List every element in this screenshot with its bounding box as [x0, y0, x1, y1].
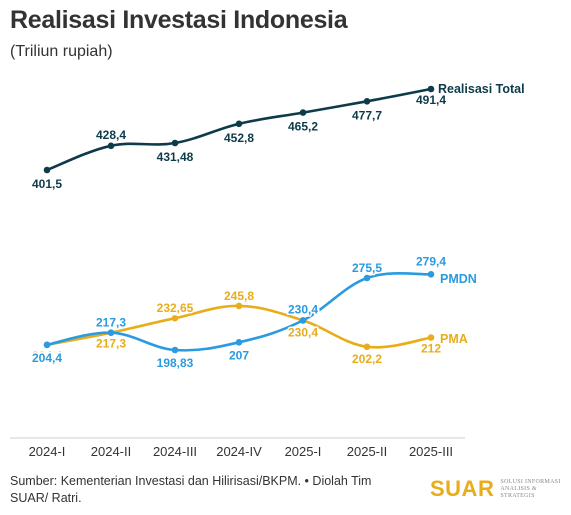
series-name-total: Realisasi Total: [438, 82, 525, 96]
data-point-pma: [427, 334, 435, 341]
data-label-total: 465,2: [288, 120, 318, 134]
data-label-pmdn: 198,83: [157, 356, 194, 370]
x-tick-label: 2024-III: [153, 444, 197, 459]
data-label-total: 477,7: [352, 108, 382, 122]
data-point-pmdn: [427, 271, 435, 278]
data-point-total: [171, 139, 179, 147]
data-point-pmdn: [43, 341, 51, 349]
data-label-total: 401,5: [32, 177, 62, 191]
data-point-total: [235, 120, 243, 128]
data-label-pma: 245,8: [224, 289, 254, 303]
x-tick-label: 2025-I: [285, 444, 322, 459]
x-tick-label: 2025-III: [409, 444, 453, 459]
logo-tagline: SOLUSI INFORMASI ANALISIS & STRATEGIS: [500, 478, 561, 499]
data-label-pmdn: 217,3: [96, 316, 126, 330]
series-name-pma: PMA: [440, 332, 468, 346]
data-point-pmdn: [235, 339, 243, 346]
line-chart: 2024-I 2024-II 2024-III 2024-IV 2025-I 2025-I…: [10, 82, 525, 459]
data-point-pmdn: [363, 274, 371, 282]
series-name-pmdn: PMDN: [440, 272, 477, 286]
data-point-total: [363, 98, 371, 105]
data-label-pma: 202,2: [352, 352, 382, 366]
x-tick-label: 2024-II: [91, 444, 131, 459]
data-label-pmdn: 279,4: [416, 254, 446, 268]
data-point-total: [299, 109, 307, 116]
chart-title: Realisasi Investasi Indonesia: [10, 6, 348, 34]
data-point-pma: [235, 302, 243, 310]
data-label-total: 428,4: [96, 128, 126, 142]
chart-subtitle: (Triliun rupiah): [10, 43, 113, 60]
data-point-total: [107, 142, 115, 150]
data-point-pmdn: [299, 317, 307, 324]
data-label-pma: 230,4: [288, 325, 318, 339]
data-label-pmdn: 204,4: [32, 351, 62, 365]
data-point-pmdn: [171, 346, 179, 354]
data-label-pma: 217,3: [96, 337, 126, 351]
data-label-pmdn: 275,5: [352, 261, 382, 275]
data-label-total: 491,4: [416, 93, 446, 107]
data-label-pma: 204,4: [32, 349, 62, 363]
data-label-pmdn: 230,4: [288, 302, 318, 316]
x-tick-label: 2024-IV: [216, 444, 262, 459]
data-label-pma: 212: [421, 342, 441, 356]
data-point-pma: [171, 314, 179, 322]
data-label-total: 431,48: [157, 150, 194, 164]
data-point-total: [43, 166, 51, 174]
logo-wordmark: SUAR: [430, 476, 495, 501]
x-tick-label: 2024-I: [29, 444, 66, 459]
data-point-pmdn: [107, 329, 115, 337]
suar-logo: SUAR SOLUSI INFORMASI ANALISIS & STRATEG…: [430, 476, 566, 502]
data-label-pma: 232,65: [157, 301, 194, 315]
data-point-pma: [363, 343, 371, 351]
x-tick-label: 2025-II: [347, 444, 387, 459]
data-label-pmdn: 207: [229, 348, 249, 362]
source-note: Sumber: Kementerian Investasi dan Hiliri…: [10, 474, 372, 505]
data-label-total: 452,8: [224, 131, 254, 145]
data-point-total: [427, 85, 435, 93]
